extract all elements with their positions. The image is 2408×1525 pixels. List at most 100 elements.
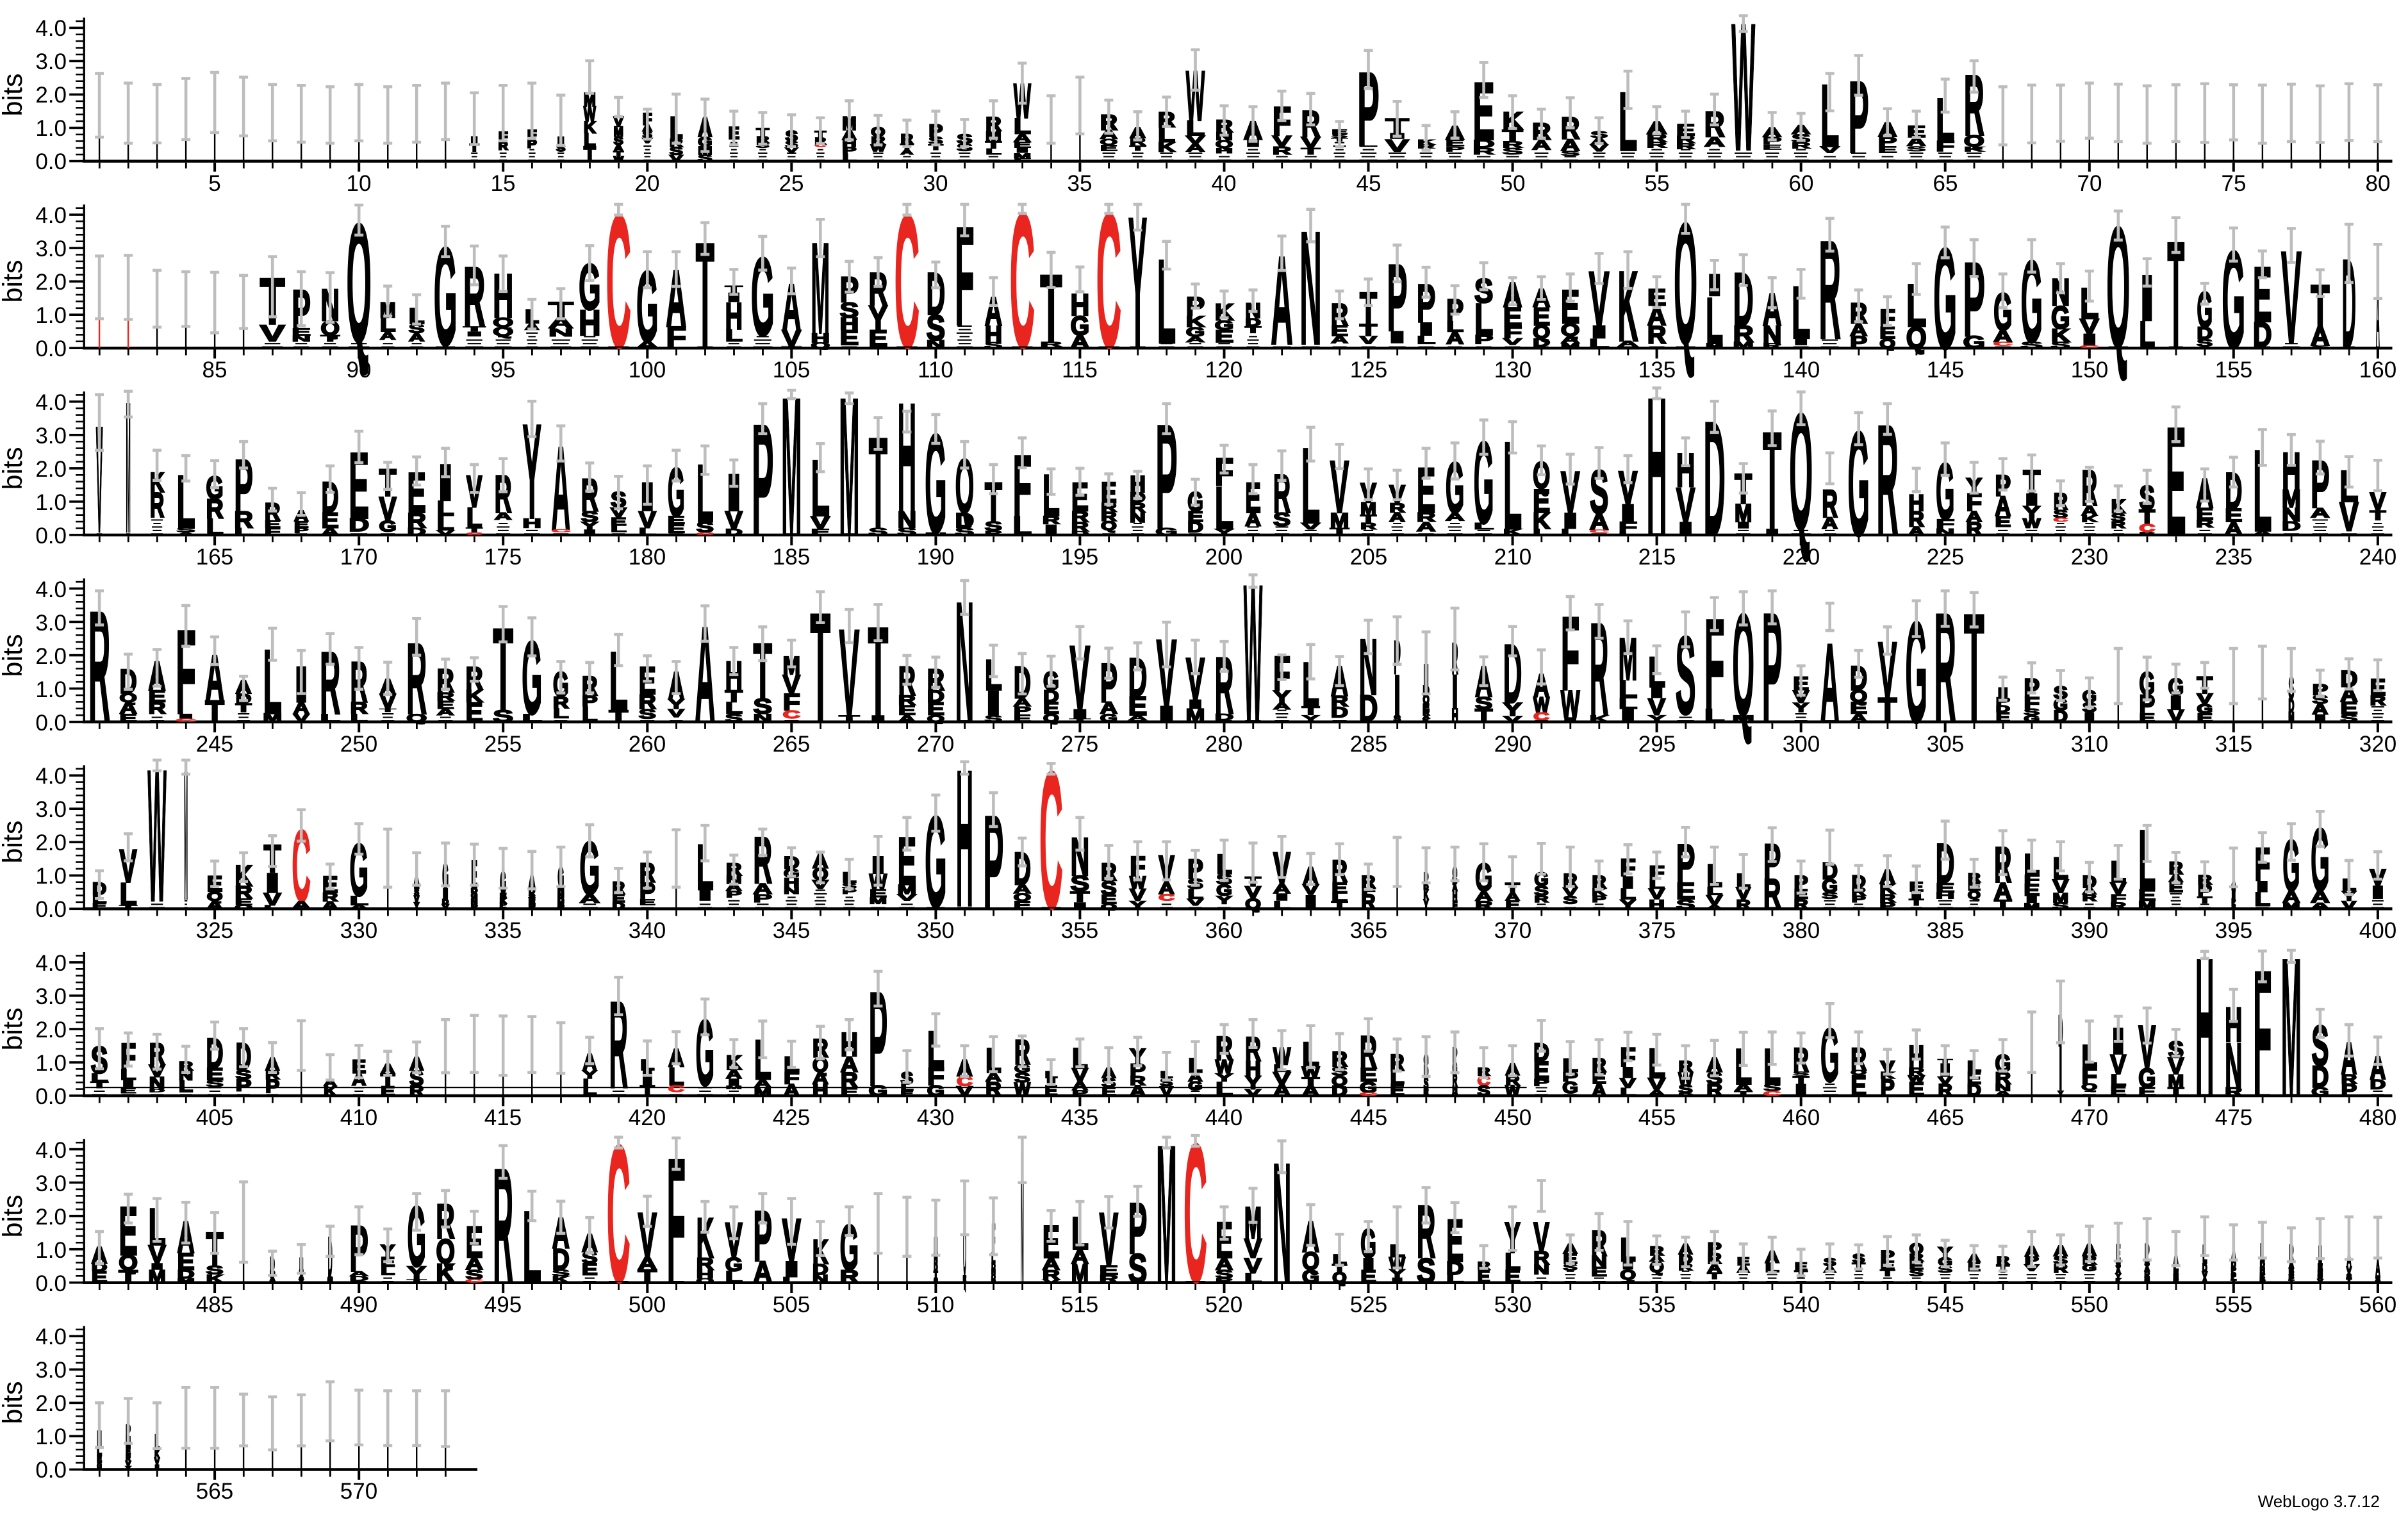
svg-text:Q: Q bbox=[1101, 518, 1117, 532]
svg-text:M: M bbox=[2024, 901, 2040, 911]
svg-text:T: T bbox=[725, 687, 743, 705]
svg-text:P: P bbox=[1850, 333, 1867, 352]
svg-text:A: A bbox=[1273, 701, 1291, 711]
svg-text:E: E bbox=[92, 1268, 108, 1287]
svg-text:445: 445 bbox=[1350, 1105, 1387, 1130]
svg-text:V: V bbox=[898, 892, 917, 902]
svg-text:G: G bbox=[1936, 448, 1954, 536]
svg-text:1.0: 1.0 bbox=[35, 303, 67, 328]
svg-text:R: R bbox=[869, 264, 888, 315]
svg-text:5: 5 bbox=[208, 171, 220, 196]
svg-text:565: 565 bbox=[196, 1479, 233, 1504]
svg-text:S: S bbox=[1907, 145, 1926, 153]
svg-text:A: A bbox=[2311, 505, 2330, 520]
svg-text:I: I bbox=[985, 684, 1002, 722]
svg-text:R: R bbox=[437, 690, 454, 703]
svg-text:A: A bbox=[292, 898, 311, 911]
svg-text:2.0: 2.0 bbox=[35, 1391, 67, 1416]
svg-text:T: T bbox=[1881, 1267, 1895, 1278]
svg-text:L: L bbox=[1620, 1086, 1636, 1098]
svg-text:F: F bbox=[1561, 596, 1580, 713]
svg-text:A: A bbox=[1820, 622, 1840, 744]
svg-text:A: A bbox=[1995, 491, 2011, 522]
svg-text:L: L bbox=[1589, 336, 1610, 351]
svg-text:T: T bbox=[2289, 1280, 2294, 1284]
svg-text:R: R bbox=[985, 529, 1002, 536]
svg-text:M: M bbox=[2282, 485, 2300, 513]
svg-text:V: V bbox=[379, 490, 397, 527]
svg-text:Y: Y bbox=[1215, 527, 1234, 536]
svg-text:P: P bbox=[471, 902, 477, 911]
svg-text:P: P bbox=[529, 903, 535, 911]
svg-text:S: S bbox=[754, 695, 773, 719]
svg-text:T: T bbox=[638, 1267, 657, 1287]
svg-text:E: E bbox=[92, 902, 106, 911]
svg-text:R: R bbox=[1676, 134, 1695, 145]
svg-text:P: P bbox=[1533, 1078, 1549, 1088]
svg-text:R: R bbox=[235, 883, 252, 902]
svg-text:M: M bbox=[614, 124, 623, 140]
svg-text:Q: Q bbox=[1245, 895, 1261, 912]
svg-text:2.0: 2.0 bbox=[35, 270, 67, 295]
svg-text:0.0: 0.0 bbox=[35, 1084, 67, 1109]
svg-text:D: D bbox=[149, 1088, 165, 1093]
svg-text:A: A bbox=[1993, 327, 2013, 346]
svg-text:S: S bbox=[670, 145, 683, 158]
svg-text:120: 120 bbox=[1205, 358, 1242, 383]
svg-text:R: R bbox=[1763, 342, 1782, 350]
svg-text:550: 550 bbox=[2071, 1292, 2108, 1317]
svg-text:S: S bbox=[1909, 1268, 1924, 1278]
svg-text:285: 285 bbox=[1350, 732, 1387, 757]
svg-text:I: I bbox=[1389, 1276, 1405, 1284]
svg-text:E: E bbox=[668, 514, 685, 526]
svg-text:385: 385 bbox=[1927, 918, 1964, 943]
svg-text:370: 370 bbox=[1494, 918, 1531, 943]
svg-text:70: 70 bbox=[2077, 171, 2102, 196]
svg-text:Y: Y bbox=[1424, 897, 1428, 912]
svg-text:I: I bbox=[868, 713, 888, 724]
svg-text:I: I bbox=[437, 454, 454, 511]
svg-text:65: 65 bbox=[1933, 171, 1958, 196]
svg-text:85: 85 bbox=[202, 358, 227, 383]
svg-text:R: R bbox=[1100, 1273, 1119, 1285]
svg-text:L: L bbox=[725, 326, 743, 345]
svg-text:570: 570 bbox=[340, 1479, 377, 1504]
svg-text:T: T bbox=[2168, 1085, 2184, 1098]
svg-text:R: R bbox=[1503, 140, 1523, 150]
svg-text:485: 485 bbox=[196, 1292, 233, 1317]
svg-text:G: G bbox=[1186, 325, 1205, 340]
svg-text:D: D bbox=[349, 515, 369, 535]
svg-text:A: A bbox=[1302, 1082, 1319, 1099]
svg-text:Q: Q bbox=[1879, 336, 1895, 351]
svg-text:E: E bbox=[1424, 1087, 1429, 1098]
svg-text:G: G bbox=[2051, 301, 2070, 336]
svg-text:M: M bbox=[1733, 340, 1754, 350]
svg-text:M: M bbox=[1561, 342, 1579, 349]
svg-text:V: V bbox=[1301, 521, 1321, 531]
svg-text:R: R bbox=[1792, 142, 1811, 151]
svg-text:A: A bbox=[2340, 684, 2357, 706]
svg-text:H: H bbox=[812, 1082, 829, 1100]
svg-text:E: E bbox=[1533, 303, 1550, 331]
svg-text:L: L bbox=[179, 1077, 193, 1095]
svg-text:Q: Q bbox=[493, 315, 513, 329]
svg-text:M: M bbox=[184, 733, 188, 938]
svg-text:E: E bbox=[120, 1087, 136, 1094]
svg-text:E: E bbox=[292, 327, 311, 338]
svg-text:E: E bbox=[1851, 1070, 1867, 1102]
svg-text:C: C bbox=[176, 718, 196, 723]
svg-text:Y: Y bbox=[126, 1465, 131, 1471]
svg-text:M: M bbox=[149, 1267, 166, 1287]
svg-text:N: N bbox=[754, 711, 773, 724]
svg-text:T: T bbox=[1301, 146, 1321, 156]
svg-text:A: A bbox=[1128, 714, 1148, 722]
svg-text:L: L bbox=[611, 524, 627, 534]
svg-text:T: T bbox=[1735, 1090, 1752, 1097]
svg-text:Q: Q bbox=[1906, 322, 1927, 355]
svg-text:K: K bbox=[324, 1084, 336, 1100]
svg-text:K: K bbox=[1186, 313, 1205, 331]
svg-text:T: T bbox=[1332, 898, 1348, 911]
svg-text:150: 150 bbox=[2071, 358, 2108, 383]
svg-text:S: S bbox=[985, 341, 1002, 350]
svg-text:H: H bbox=[985, 321, 1002, 347]
